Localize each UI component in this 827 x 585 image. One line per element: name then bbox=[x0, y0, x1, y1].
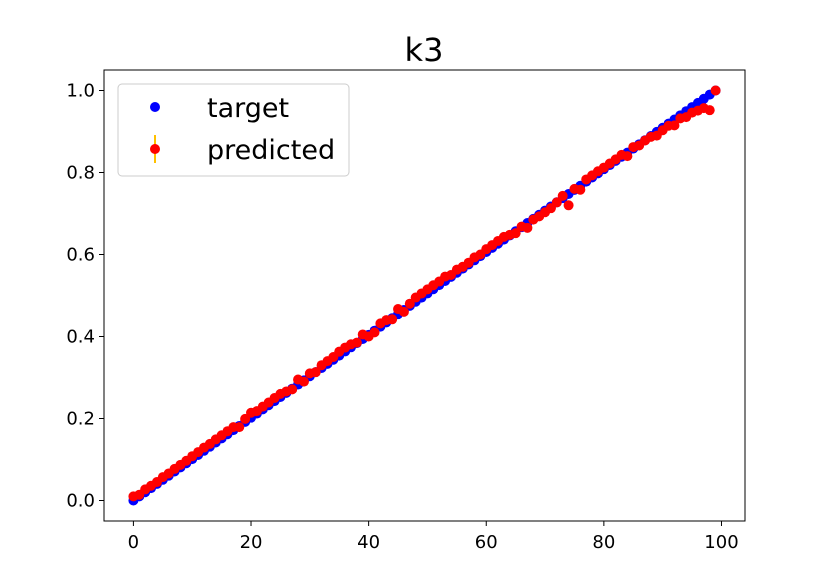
predicted-point bbox=[551, 197, 562, 208]
predicted-point bbox=[369, 327, 380, 338]
x-tick-label: 100 bbox=[704, 532, 738, 553]
chart-title: k3 bbox=[405, 31, 444, 69]
predicted-point bbox=[310, 367, 321, 378]
predicted-point bbox=[557, 190, 568, 201]
predicted-point bbox=[575, 184, 586, 195]
x-axis: 0 20 40 60 80 100 bbox=[128, 521, 739, 553]
legend: target predicted bbox=[117, 83, 350, 177]
predicted-point bbox=[387, 314, 398, 325]
x-tick-label: 20 bbox=[240, 532, 263, 553]
legend-label-target: target bbox=[207, 93, 289, 124]
x-tick-label: 60 bbox=[475, 532, 498, 553]
predicted-point bbox=[234, 422, 245, 433]
predicted-point bbox=[287, 384, 298, 395]
x-tick-label: 80 bbox=[592, 532, 615, 553]
y-axis: 0.0 0.2 0.4 0.6 0.8 1.0 bbox=[66, 81, 104, 512]
y-tick-label: 1.0 bbox=[66, 81, 95, 102]
predicted-point bbox=[398, 306, 409, 317]
y-tick-label: 0.0 bbox=[66, 491, 95, 512]
predicted-point bbox=[669, 120, 680, 131]
legend-box bbox=[117, 83, 350, 177]
y-tick-label: 0.6 bbox=[66, 245, 95, 266]
y-tick-label: 0.4 bbox=[66, 327, 95, 348]
predicted-point bbox=[522, 222, 533, 233]
y-tick-label: 0.2 bbox=[66, 409, 95, 430]
legend-label-predicted: predicted bbox=[207, 135, 335, 166]
y-tick-label: 0.8 bbox=[66, 163, 95, 184]
x-tick-label: 0 bbox=[128, 532, 139, 553]
predicted-point bbox=[351, 337, 362, 348]
predicted-point bbox=[563, 200, 574, 211]
x-tick-label: 40 bbox=[357, 532, 380, 553]
predicted-point bbox=[710, 85, 721, 96]
predicted-point bbox=[510, 228, 521, 239]
predicted-series bbox=[128, 85, 721, 502]
predicted-point bbox=[622, 151, 633, 162]
axes-frame bbox=[103, 69, 746, 522]
legend-marker-target bbox=[150, 102, 160, 112]
predicted-point bbox=[298, 376, 309, 387]
predicted-point bbox=[704, 105, 715, 116]
legend-marker-predicted bbox=[150, 144, 160, 154]
